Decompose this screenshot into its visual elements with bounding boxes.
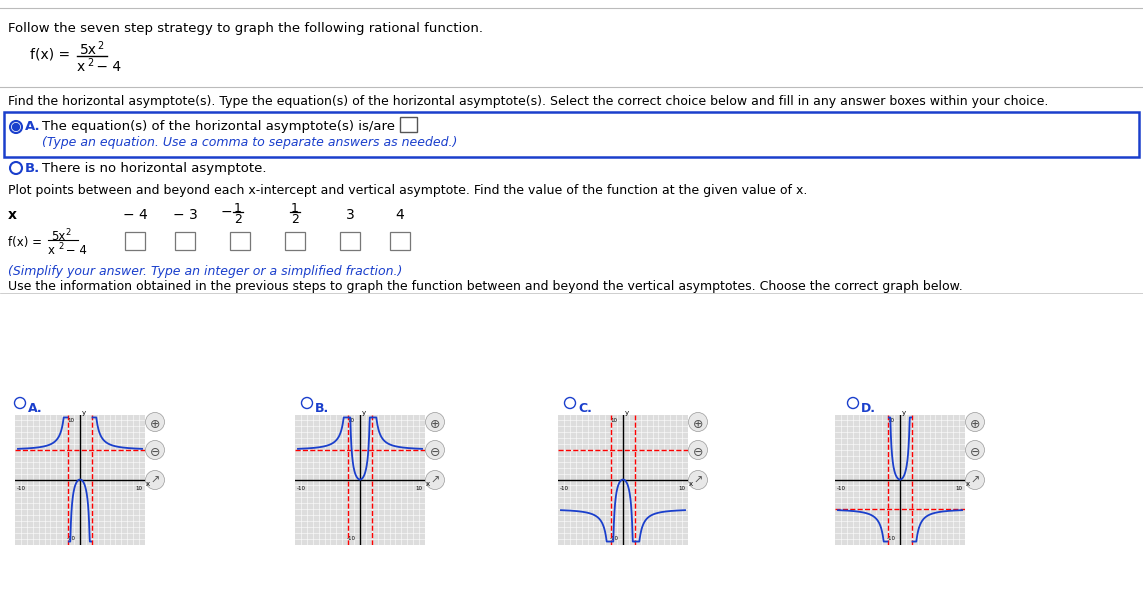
Text: 2: 2 (58, 242, 63, 251)
Text: 2: 2 (65, 228, 70, 237)
Text: -10: -10 (559, 486, 568, 491)
Circle shape (145, 412, 165, 432)
Circle shape (966, 412, 984, 432)
Text: y: y (625, 411, 629, 416)
Text: ⊖: ⊖ (430, 446, 440, 459)
Text: − 4: − 4 (122, 208, 147, 222)
Text: Find the horizontal asymptote(s). Type the equation(s) of the horizontal asympto: Find the horizontal asymptote(s). Type t… (8, 95, 1048, 108)
Text: 1: 1 (291, 202, 299, 215)
Text: x: x (48, 244, 55, 257)
Text: Use the information obtained in the previous steps to graph the function between: Use the information obtained in the prev… (8, 280, 962, 293)
Circle shape (966, 471, 984, 489)
FancyBboxPatch shape (400, 117, 417, 132)
Text: f(x) =: f(x) = (8, 236, 42, 249)
Text: ↗: ↗ (430, 476, 440, 486)
Text: -10: -10 (346, 536, 355, 541)
Text: y: y (362, 411, 366, 416)
Text: ⊕: ⊕ (150, 418, 160, 431)
FancyBboxPatch shape (285, 232, 305, 250)
Text: 10: 10 (956, 486, 962, 491)
Text: ⊕: ⊕ (693, 418, 703, 431)
Text: 3: 3 (345, 208, 354, 222)
Circle shape (145, 441, 165, 459)
Text: A.: A. (25, 120, 41, 133)
Text: 10: 10 (416, 486, 423, 491)
Text: Plot points between and beyond each x-intercept and vertical asymptote. Find the: Plot points between and beyond each x-in… (8, 184, 807, 197)
Circle shape (425, 471, 445, 489)
Text: 10: 10 (347, 418, 354, 423)
Text: ⊖: ⊖ (969, 446, 981, 459)
Text: -10: -10 (66, 536, 75, 541)
FancyBboxPatch shape (3, 112, 1140, 157)
Text: ⊕: ⊕ (430, 418, 440, 431)
Text: ↗: ↗ (970, 476, 980, 486)
Text: D.: D. (861, 402, 876, 415)
Text: x: x (8, 208, 17, 222)
Circle shape (688, 412, 708, 432)
Text: B.: B. (25, 162, 40, 175)
Text: 10: 10 (136, 486, 143, 491)
Text: 1: 1 (234, 202, 242, 215)
Circle shape (145, 471, 165, 489)
Text: B.: B. (315, 402, 329, 415)
FancyBboxPatch shape (339, 232, 360, 250)
Text: y: y (82, 411, 86, 416)
Text: -10: -10 (296, 486, 305, 491)
Text: x: x (77, 60, 86, 74)
Circle shape (688, 441, 708, 459)
Text: 2: 2 (97, 41, 103, 51)
Text: 2: 2 (291, 213, 299, 226)
FancyBboxPatch shape (175, 232, 195, 250)
Text: 10: 10 (679, 486, 686, 491)
Text: C.: C. (578, 402, 592, 415)
Circle shape (966, 441, 984, 459)
Text: A.: A. (27, 402, 42, 415)
Text: 10: 10 (610, 418, 617, 423)
Text: 4: 4 (395, 208, 405, 222)
Circle shape (13, 124, 19, 131)
Text: −: − (221, 205, 232, 219)
Text: ⊖: ⊖ (150, 446, 160, 459)
Text: There is no horizontal asymptote.: There is no horizontal asymptote. (42, 162, 266, 175)
FancyBboxPatch shape (125, 232, 145, 250)
Text: ⊕: ⊕ (969, 418, 981, 431)
Text: 2: 2 (87, 58, 94, 68)
Text: y: y (902, 411, 906, 416)
Text: x: x (689, 481, 693, 487)
Text: -10: -10 (609, 536, 618, 541)
Text: 5x: 5x (51, 230, 65, 243)
Text: 10: 10 (888, 418, 895, 423)
Text: x: x (966, 481, 970, 487)
Text: 10: 10 (67, 418, 74, 423)
FancyBboxPatch shape (230, 232, 250, 250)
Text: (Type an equation. Use a comma to separate answers as needed.): (Type an equation. Use a comma to separa… (42, 136, 457, 149)
Text: − 3: − 3 (173, 208, 198, 222)
Text: 2: 2 (234, 213, 242, 226)
Text: -10: -10 (16, 486, 25, 491)
Text: -10: -10 (837, 486, 846, 491)
Text: x: x (146, 481, 150, 487)
Text: Follow the seven step strategy to graph the following rational function.: Follow the seven step strategy to graph … (8, 22, 483, 35)
Text: x: x (426, 481, 430, 487)
Text: f(x) =: f(x) = (30, 48, 70, 62)
Text: 5x: 5x (80, 43, 97, 57)
FancyBboxPatch shape (390, 232, 410, 250)
Text: The equation(s) of the horizontal asymptote(s) is/are: The equation(s) of the horizontal asympt… (42, 120, 395, 133)
Circle shape (425, 412, 445, 432)
Circle shape (688, 471, 708, 489)
Text: (Simplify your answer. Type an integer or a simplified fraction.): (Simplify your answer. Type an integer o… (8, 265, 402, 278)
Text: ↗: ↗ (151, 476, 160, 486)
Text: − 4: − 4 (91, 60, 121, 74)
Text: ↗: ↗ (694, 476, 703, 486)
Text: -10: -10 (887, 536, 896, 541)
Text: ⊖: ⊖ (693, 446, 703, 459)
Text: − 4: − 4 (62, 244, 87, 257)
Circle shape (425, 441, 445, 459)
